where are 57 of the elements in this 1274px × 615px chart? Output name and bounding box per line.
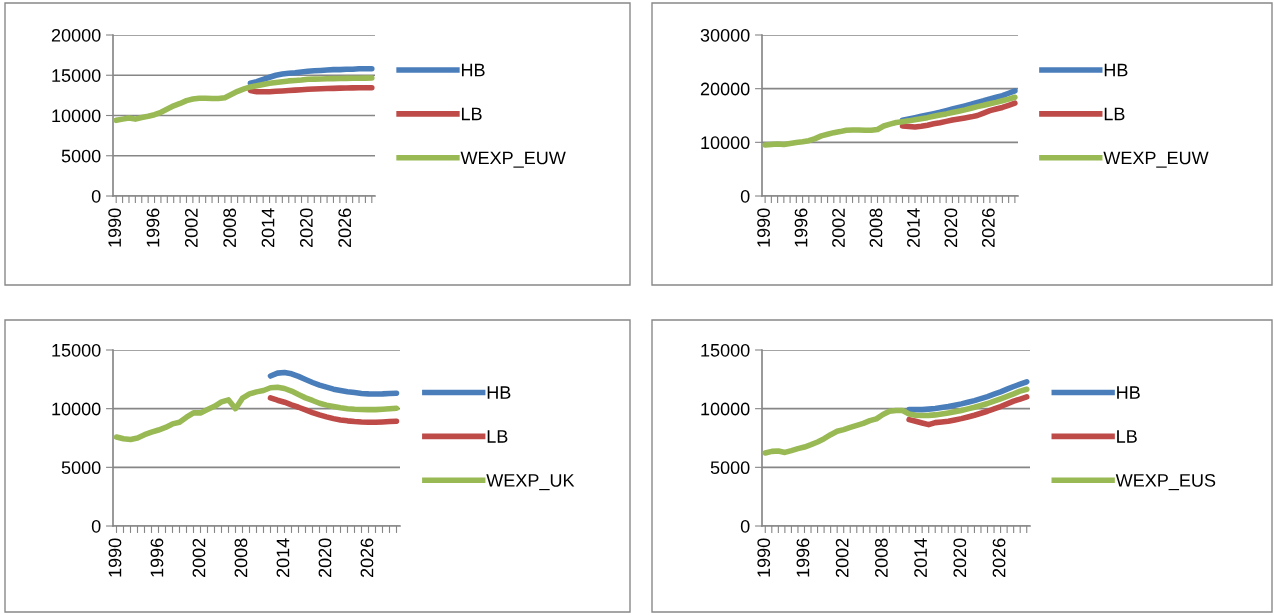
- y-tick-label: 0: [91, 519, 101, 533]
- x-tick-label: 2014: [261, 208, 275, 248]
- x-tick-label: 1990: [108, 208, 122, 247]
- legend-label: WEXP_EUW: [1103, 151, 1209, 168]
- x-tick-label: 2002: [192, 538, 206, 578]
- legend-label: LB: [487, 430, 508, 443]
- x-tick-label: 2008: [234, 538, 248, 578]
- legend-label: WEXP_EUW: [460, 151, 566, 168]
- legend-label: HB: [487, 386, 511, 399]
- y-tick-label: 20000: [51, 28, 101, 42]
- legend-label: HB: [1117, 386, 1140, 399]
- legend-label: WEXP_UK: [486, 474, 575, 491]
- x-tick-label: 2026: [360, 538, 374, 578]
- y-tick-label: 10000: [701, 402, 750, 416]
- x-tick-label: 2002: [184, 208, 198, 248]
- x-tick-label: 2014: [914, 538, 927, 578]
- legend-label: LB: [1117, 430, 1137, 443]
- x-tick-label: 2008: [223, 208, 237, 248]
- x-tick-label: 1990: [108, 538, 122, 577]
- y-tick-label: 20000: [700, 82, 750, 96]
- y-tick-label: 0: [740, 189, 750, 203]
- y-tick-label: 0: [91, 189, 101, 203]
- x-tick-label: 2020: [299, 208, 313, 248]
- y-tick-label: 15000: [52, 343, 101, 357]
- legend-label: HB: [1104, 63, 1128, 77]
- y-tick-label: 5000: [61, 461, 101, 475]
- x-tick-label: 1996: [794, 208, 808, 247]
- x-tick-label: 2020: [318, 538, 332, 578]
- x-tick-label: 2020: [944, 208, 958, 248]
- x-tick-label: 2014: [276, 538, 290, 578]
- x-tick-label: 2008: [869, 208, 883, 248]
- x-tick-label: 2008: [874, 538, 888, 578]
- x-tick-label: 2020: [953, 538, 967, 578]
- y-tick-label: 15000: [701, 343, 750, 357]
- x-tick-label: 1990: [757, 208, 770, 247]
- y-tick-label: 15000: [52, 69, 101, 82]
- x-tick-label: 1996: [796, 538, 810, 577]
- x-tick-label: 1996: [150, 538, 164, 577]
- x-tick-label: 2026: [981, 208, 995, 248]
- legend-label: LB: [461, 107, 482, 121]
- x-tick-label: 2002: [832, 208, 845, 248]
- x-tick-label: 1990: [757, 538, 771, 577]
- y-tick-label: 5000: [710, 461, 750, 475]
- x-tick-label: 1996: [146, 208, 160, 247]
- y-tick-label: 10000: [52, 109, 101, 123]
- legend-label: WEXP_EUS: [1115, 473, 1216, 491]
- y-tick-label: 30000: [700, 28, 750, 42]
- legend-label: HB: [461, 63, 485, 77]
- y-tick-label: 0: [740, 519, 750, 533]
- legend-label: LB: [1104, 107, 1125, 121]
- y-tick-label: 10000: [701, 136, 750, 150]
- x-tick-label: 2026: [992, 538, 1006, 578]
- y-tick-label: 10000: [52, 402, 101, 416]
- x-tick-label: 2002: [835, 538, 849, 578]
- y-tick-label: 5000: [61, 149, 101, 163]
- x-tick-label: 2014: [907, 208, 920, 248]
- x-tick-label: 2026: [338, 208, 352, 248]
